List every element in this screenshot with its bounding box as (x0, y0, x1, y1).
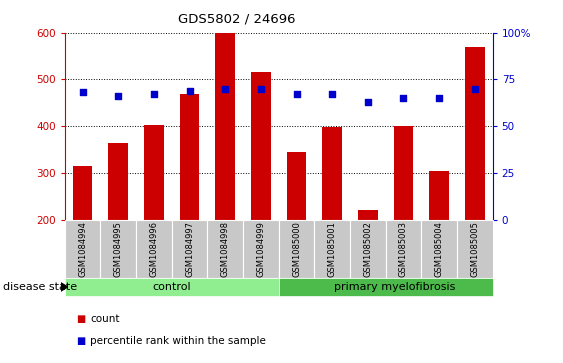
Bar (350, 220, 386, 278)
Polygon shape (61, 283, 68, 291)
Text: GSM1084994: GSM1084994 (78, 221, 87, 277)
Text: GSM1085005: GSM1085005 (470, 221, 479, 277)
Point (185, 88, 194, 94)
Point (256, 86, 265, 92)
Bar (358, 210, 378, 220)
Bar (279, 278, 493, 296)
Text: GSM1084996: GSM1084996 (149, 221, 158, 277)
Text: GSM1085000: GSM1085000 (292, 221, 301, 277)
Text: GSM1084999: GSM1084999 (256, 221, 265, 277)
Text: primary myelofibrosis: primary myelofibrosis (334, 282, 455, 292)
Bar (180, 94, 199, 220)
Bar (73, 166, 92, 220)
Bar (279, 220, 314, 278)
Point (78, 90, 87, 95)
Bar (386, 220, 421, 278)
Point (328, 91, 337, 97)
Text: GSM1084997: GSM1084997 (185, 221, 194, 277)
Bar (65, 220, 100, 278)
Point (399, 95, 408, 101)
Bar (136, 220, 172, 278)
Point (292, 91, 301, 97)
Bar (243, 220, 279, 278)
Text: GSM1084995: GSM1084995 (114, 221, 123, 277)
Bar (216, 33, 235, 220)
Bar (144, 125, 164, 220)
Text: count: count (90, 314, 119, 325)
Bar (172, 220, 207, 278)
Text: GSM1085004: GSM1085004 (435, 221, 444, 277)
Bar (314, 220, 350, 278)
Bar (251, 72, 271, 220)
Bar (323, 127, 342, 220)
Text: ■: ■ (76, 336, 85, 346)
Text: disease state: disease state (3, 282, 77, 293)
Bar (465, 47, 485, 220)
Bar (394, 126, 413, 220)
Point (221, 86, 230, 92)
Text: GSM1085001: GSM1085001 (328, 221, 337, 277)
Text: GDS5802 / 24696: GDS5802 / 24696 (178, 13, 295, 26)
Bar (109, 143, 128, 220)
Bar (430, 171, 449, 220)
Text: GSM1085003: GSM1085003 (399, 221, 408, 277)
Point (149, 91, 158, 97)
Bar (100, 220, 136, 278)
Bar (421, 220, 457, 278)
Bar (65, 278, 279, 296)
Point (470, 86, 479, 92)
Text: GSM1085002: GSM1085002 (363, 221, 372, 277)
Text: GSM1084998: GSM1084998 (221, 221, 230, 277)
Point (114, 93, 123, 99)
Bar (207, 220, 243, 278)
Text: ■: ■ (76, 314, 85, 325)
Bar (287, 152, 306, 220)
Bar (457, 220, 493, 278)
Text: control: control (153, 282, 191, 292)
Text: percentile rank within the sample: percentile rank within the sample (90, 336, 266, 346)
Point (435, 95, 444, 101)
Point (363, 99, 372, 105)
